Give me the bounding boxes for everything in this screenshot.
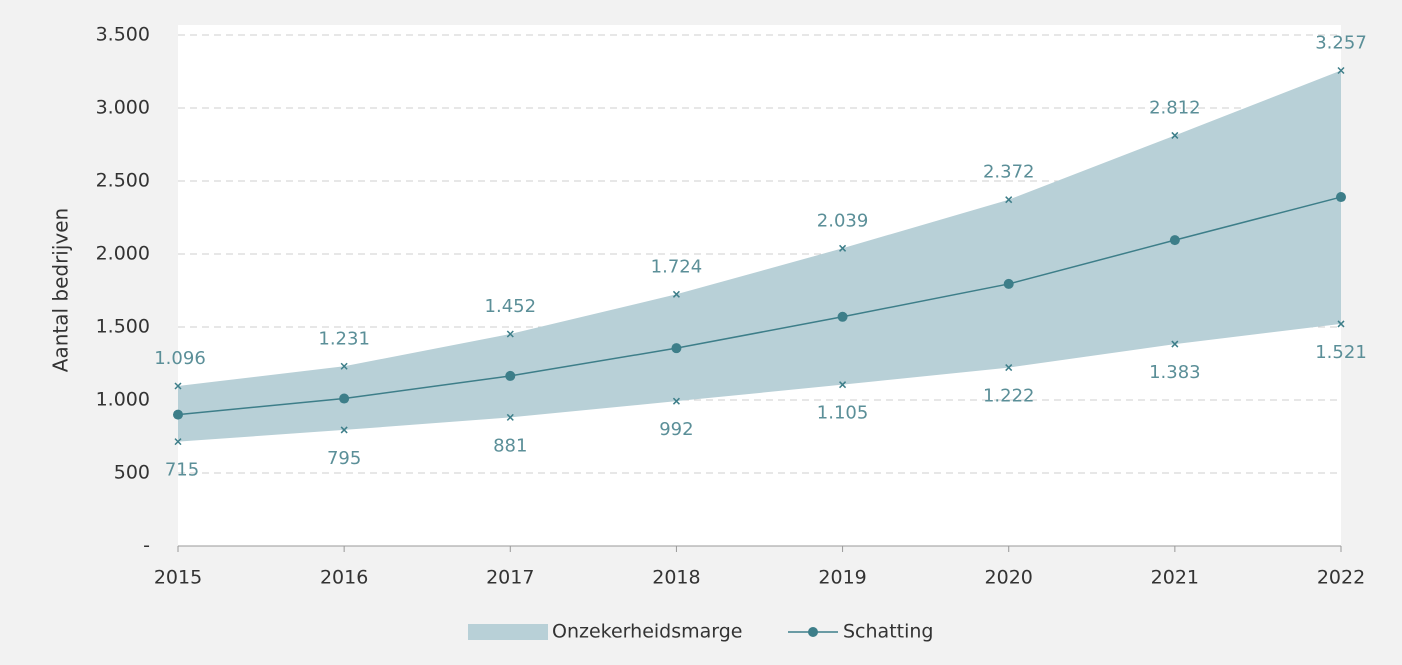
data-label: 2.372: [983, 162, 1035, 183]
data-label: 1.383: [1149, 362, 1201, 383]
data-label: 992: [659, 419, 693, 440]
band-marker: [1337, 66, 1345, 75]
band-marker: [174, 382, 182, 390]
data-label: 715: [165, 460, 199, 481]
data-label: 881: [493, 435, 527, 456]
x-tick-label: 2021: [1151, 567, 1199, 589]
y-tick-label: -: [143, 535, 150, 557]
band-marker: [1005, 196, 1013, 204]
y-tick-label: 3.000: [96, 97, 150, 119]
band-marker: [672, 397, 680, 405]
band-marker: [340, 362, 348, 370]
band-marker: [1337, 320, 1345, 328]
y-tick-label: 2.000: [96, 243, 150, 265]
x-tick-label: 2019: [818, 567, 866, 589]
data-label: 1.521: [1315, 342, 1367, 363]
band-marker: [174, 438, 182, 446]
band-marker: [506, 413, 514, 421]
estimate-point: [1336, 192, 1346, 203]
y-tick-label: 3.500: [96, 24, 150, 46]
estimate-point: [1003, 278, 1014, 289]
legend-swatch: [468, 624, 548, 640]
data-label: 1.105: [817, 403, 869, 424]
band-marker: [1171, 131, 1179, 139]
estimate-point: [671, 343, 682, 354]
estimate-point: [1169, 235, 1180, 246]
y-tick-label: 1.500: [96, 316, 150, 338]
data-label: 1.096: [154, 348, 206, 369]
estimate-point: [837, 311, 848, 322]
uncertainty-band: [178, 70, 1341, 442]
x-tick-label: 2022: [1317, 567, 1365, 589]
estimate-point: [173, 409, 183, 420]
band-marker: [839, 244, 847, 252]
band-marker: [340, 426, 348, 434]
band-marker: [672, 290, 680, 298]
legend-dot: [808, 627, 818, 637]
estimate-point: [339, 393, 350, 404]
x-tick-label: 2015: [154, 567, 202, 589]
data-label: 2.812: [1149, 97, 1201, 118]
data-label: 1.724: [651, 256, 703, 277]
band-marker: [839, 381, 847, 389]
y-axis-label: Aantal bedrijven: [49, 208, 73, 372]
legend-label: Onzekerheidsmarge: [552, 621, 743, 643]
band-marker: [1171, 340, 1179, 348]
data-label: 2.039: [817, 210, 869, 231]
estimate-point: [505, 370, 516, 381]
data-label: 1.452: [485, 296, 537, 317]
band-marker: [1005, 364, 1013, 372]
y-tick-label: 500: [114, 462, 150, 484]
band-marker: [506, 330, 514, 338]
data-label: 795: [327, 448, 361, 469]
x-tick-label: 2018: [652, 567, 700, 589]
x-tick-label: 2020: [985, 567, 1033, 589]
estimate-line: [177, 196, 1342, 416]
data-label: 1.231: [318, 328, 370, 349]
y-tick-label: 1.000: [96, 389, 150, 411]
x-tick-label: 2017: [486, 567, 534, 589]
legend-label: Schatting: [843, 621, 933, 643]
x-tick-label: 2016: [320, 567, 368, 589]
data-label: 3.257: [1315, 32, 1367, 53]
data-label: 1.222: [983, 386, 1035, 407]
y-tick-label: 2.500: [96, 170, 150, 192]
